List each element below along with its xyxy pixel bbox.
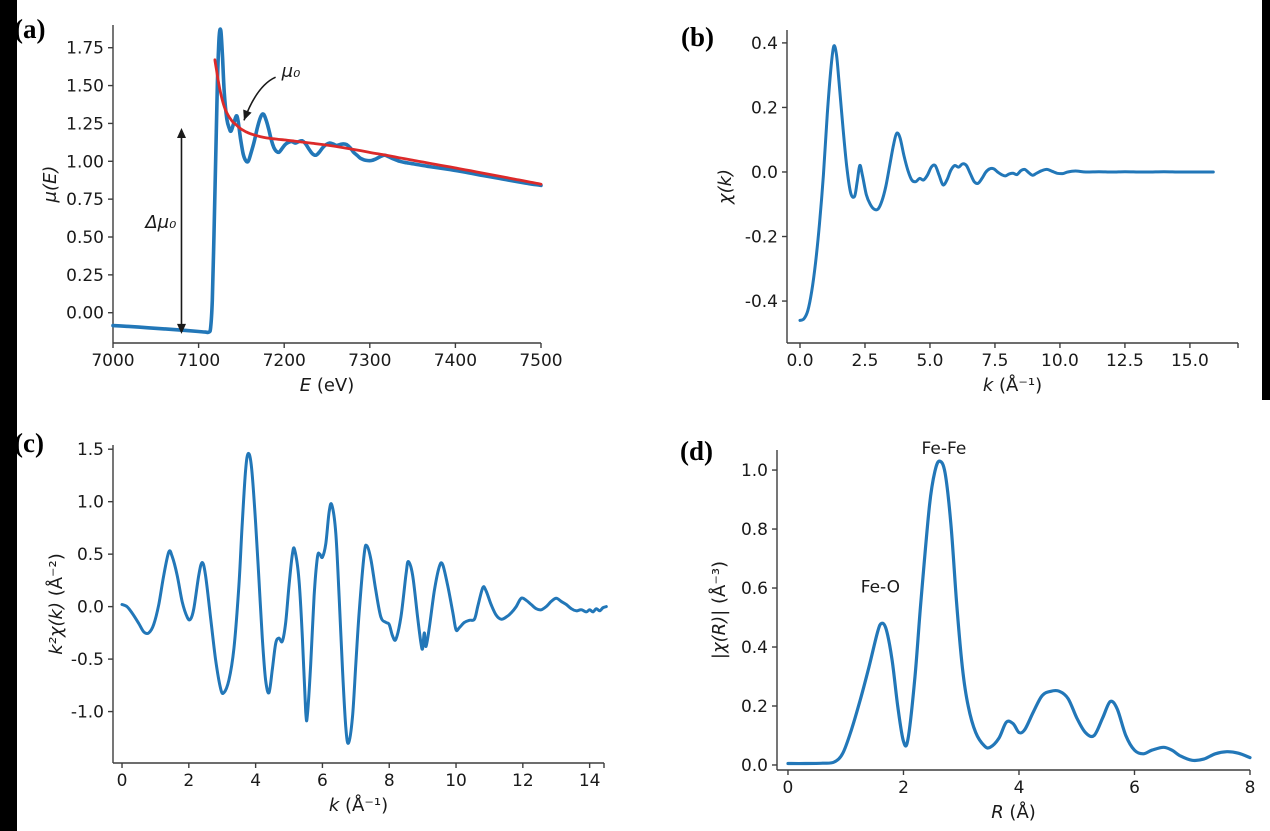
x-tick-label: 7500 (519, 351, 562, 371)
chi-k-curve (798, 44, 1215, 322)
y-tick-label: 0.25 (66, 266, 104, 286)
x-tick-label: 5.0 (916, 351, 943, 371)
y-axis-label: χ(k) (715, 169, 736, 205)
y-tick-label: 1.5 (77, 440, 104, 460)
annotation-text: Fe-Fe (922, 439, 967, 459)
annotation-text: μ₀ (281, 61, 301, 82)
panel-a-xanes-chart: 7000 7100 7200 7300 7400 7500 0.00 0.25 0.50 0.75… (40, 25, 563, 396)
x-tick-label: 4 (1014, 778, 1025, 798)
k2-weighted-chi-curve (120, 451, 608, 745)
y-axis-label: |χ(R)| (Å⁻³) (708, 561, 730, 659)
x-tick-label: 10 (445, 771, 467, 791)
y-tick-label: -0.2 (745, 228, 778, 248)
x-tick-label: 7.5 (981, 351, 1008, 371)
x-axis-label: R (Å) (991, 801, 1036, 823)
panel-d-letter: (d) (680, 436, 713, 466)
y-axis-label: k²χ(k) (Å⁻²) (45, 553, 67, 655)
annotation-arrowhead (177, 323, 186, 334)
mu-E-measured-curve (111, 27, 543, 335)
y-tick-label: 0.4 (751, 34, 778, 54)
x-axis-label: k (Å⁻¹) (329, 794, 388, 816)
x-tick-label: 6 (1129, 778, 1140, 798)
x-tick-label: 15.0 (1171, 351, 1209, 371)
y-tick-label: 0.0 (751, 163, 778, 183)
x-tick-label: 12 (512, 771, 534, 791)
x-tick-label: 8 (384, 771, 395, 791)
y-tick-label: -0.5 (71, 650, 104, 670)
x-tick-label: 7200 (263, 351, 306, 371)
y-tick-label: 0.2 (751, 98, 778, 118)
x-tick-label: 0 (117, 771, 128, 791)
annotation-arrowhead (243, 109, 252, 121)
panel-b-letter: (b) (681, 22, 714, 52)
y-tick-label: 0.75 (66, 190, 104, 210)
chi-R-magnitude-curve (786, 459, 1252, 766)
y-tick-label: -0.4 (745, 292, 778, 312)
y-tick-label: 1.75 (66, 39, 104, 59)
panel-a-letter: (a) (14, 14, 46, 44)
y-tick-label: 0.50 (66, 228, 104, 248)
x-tick-label: 2 (183, 771, 194, 791)
panel-b-chik-chart: 0.0 2.5 5.0 7.5 10.0 12.5 15.0 -0.4 -0.2 0.0 0.2 0.… (715, 30, 1239, 396)
x-tick-label: 7000 (91, 351, 134, 371)
x-tick-label: 4 (250, 771, 261, 791)
x-axis-label: E (eV) (300, 375, 355, 396)
y-tick-label: 0.6 (741, 579, 768, 599)
x-tick-label: 8 (1245, 778, 1256, 798)
left-crop-bar (0, 0, 17, 831)
annotation-text: Δμ₀ (143, 212, 176, 233)
right-crop-bar (1262, 0, 1270, 400)
y-tick-label: 0.4 (741, 638, 768, 658)
panel-c-letter: (c) (14, 428, 44, 458)
y-tick-label: 1.50 (66, 77, 104, 97)
y-tick-label: 0.0 (741, 756, 768, 776)
x-tick-label: 7100 (177, 351, 220, 371)
x-tick-label: 14 (579, 771, 601, 791)
x-tick-label: 2.5 (851, 351, 878, 371)
y-tick-label: -1.0 (71, 703, 104, 723)
mu0-background-curve (213, 58, 543, 186)
y-tick-label: 1.00 (66, 152, 104, 172)
y-axis-label: μ(E) (40, 166, 61, 204)
y-tick-label: 0.2 (741, 697, 768, 717)
y-tick-label: 1.0 (77, 493, 104, 513)
x-tick-label: 7400 (434, 351, 477, 371)
x-tick-label: 0.0 (786, 351, 813, 371)
y-tick-label: 0.8 (741, 520, 768, 540)
annotation-text: Fe-O (861, 577, 900, 597)
y-tick-label: 0.00 (66, 304, 104, 324)
panel-d-chiR-chart: 0 2 4 6 8 0.0 0.2 0.4 0.6 0.8 1.0 R (Å) |χ(R)| (Å⁻³)… (708, 439, 1256, 823)
x-axis-label: k (Å⁻¹) (983, 374, 1042, 396)
annotation-arrowhead (177, 127, 186, 138)
panel-c-k2chik-chart: 0 2 4 6 8 10 12 14 -1.0 -0.5 0.0 0.5 1.0 1.5 k (Å⁻¹) k²… (45, 440, 608, 816)
x-tick-label: 12.5 (1106, 351, 1144, 371)
x-tick-label: 2 (898, 778, 909, 798)
y-tick-label: 1.25 (66, 114, 104, 134)
y-tick-label: 0.5 (77, 545, 104, 565)
x-tick-label: 0 (783, 778, 794, 798)
y-tick-label: 1.0 (741, 461, 768, 481)
x-tick-label: 10.0 (1041, 351, 1079, 371)
x-tick-label: 6 (317, 771, 328, 791)
x-tick-label: 7300 (348, 351, 391, 371)
y-tick-label: 0.0 (77, 598, 104, 618)
